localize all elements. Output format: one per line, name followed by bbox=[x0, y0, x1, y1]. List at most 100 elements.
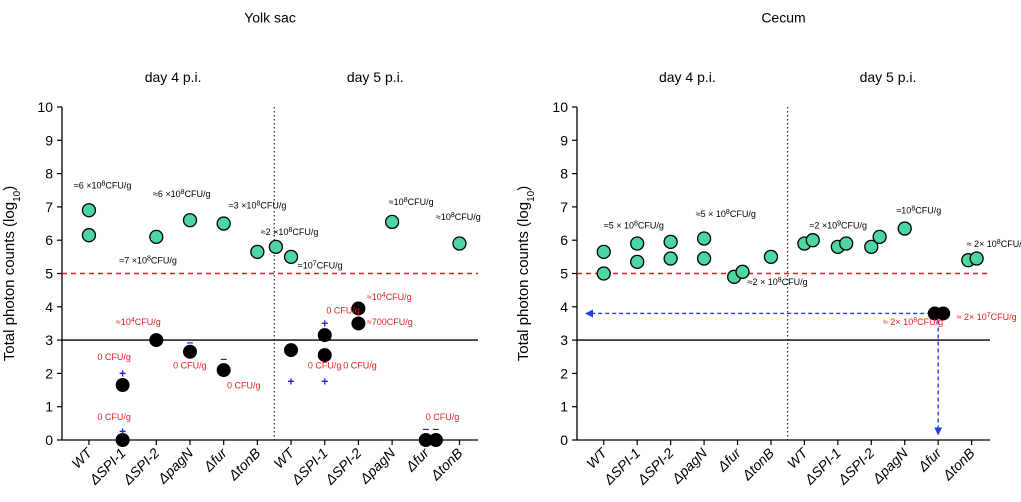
panel-title: Yolk sac bbox=[244, 9, 296, 25]
panel-cecum: Cecum day 4 p.i. day 5 p.i. 0 1 2 3 4 5 6 7 8 9 10 Tot… bbox=[515, 9, 1021, 488]
x-tick-label: WT bbox=[583, 444, 611, 472]
data-point-black bbox=[216, 363, 231, 378]
cfu-annotation: ≈108CFU/g bbox=[896, 205, 941, 216]
data-point-black bbox=[936, 306, 951, 321]
cfu-annotation: ≈5 × 108CFU/g bbox=[604, 220, 664, 231]
data-point-green bbox=[839, 236, 854, 251]
cfu-annotation: ≈6 ×108CFU/g bbox=[74, 180, 132, 191]
y-tick-label: 3 bbox=[45, 332, 53, 348]
x-tick-label: ΔpagN bbox=[668, 444, 711, 487]
sign-marker: + bbox=[288, 375, 295, 389]
data-point-black bbox=[149, 333, 164, 348]
y-tick-label: 5 bbox=[45, 266, 53, 282]
sign-marker: + bbox=[321, 375, 328, 389]
panel-title: Cecum bbox=[761, 9, 805, 25]
x-tick-label: ΔSPI-2 bbox=[321, 445, 365, 489]
cfu-annotation: 0 CFU/g bbox=[308, 360, 342, 370]
y-tick-label: 6 bbox=[45, 232, 53, 248]
x-tick-label: WT bbox=[270, 444, 298, 472]
y-tick-label: 10 bbox=[552, 99, 568, 115]
x-tick-label: ΔtonB bbox=[224, 445, 263, 484]
y-tick-label: 10 bbox=[37, 99, 53, 115]
sign-marker: – bbox=[220, 351, 227, 365]
cfu-annotation: 0 CFU/g bbox=[343, 360, 377, 370]
cfu-annotation: 0 CFU/g bbox=[97, 412, 131, 422]
cfu-annotation: ≈2 ×109CFU/g bbox=[809, 220, 867, 231]
y-tick-label: 4 bbox=[45, 299, 53, 315]
y-tick-label: 2 bbox=[560, 365, 568, 381]
cfu-annotation: 0 CFU/g bbox=[326, 305, 360, 315]
y-tick-label: 7 bbox=[45, 199, 53, 215]
cfu-annotation: ≈6 ×108CFU/g bbox=[153, 188, 211, 199]
data-point-green bbox=[864, 239, 879, 255]
data-point-black bbox=[115, 378, 130, 393]
x-tick-label: ΔpagN bbox=[356, 444, 399, 487]
x-tick-label: ΔSPI-2 bbox=[119, 445, 163, 489]
data-point-green bbox=[663, 251, 678, 266]
y-axis-label: Total photon counts (log10) bbox=[515, 186, 537, 361]
data-point-green bbox=[250, 244, 265, 260]
cfu-annotation: ≈700CFU/g bbox=[367, 317, 413, 327]
data-point-black bbox=[183, 344, 197, 359]
data-point-green bbox=[216, 216, 231, 231]
y-tick-label: 0 bbox=[560, 432, 568, 448]
x-tick-label: ΔSPI-1 bbox=[600, 445, 643, 488]
data-point-green bbox=[696, 231, 712, 246]
x-tick-label: ΔtonB bbox=[939, 445, 978, 484]
group-label: day 5 p.i. bbox=[860, 69, 917, 85]
data-point-black bbox=[317, 348, 332, 363]
x-tick-label: ΔSPI-1 bbox=[801, 445, 844, 488]
data-point-green bbox=[452, 236, 467, 251]
x-tick-label: ΔpagN bbox=[869, 444, 912, 487]
data-point-green bbox=[805, 233, 820, 248]
data-point-green bbox=[81, 228, 97, 243]
cfu-annotation: ≈2 × 108CFU/g bbox=[748, 277, 808, 288]
data-point-black bbox=[351, 301, 366, 316]
sign-marker: – bbox=[433, 421, 440, 435]
y-tick-label: 0 bbox=[45, 432, 53, 448]
data-point-green bbox=[735, 264, 750, 279]
y-tick-label: 2 bbox=[45, 365, 53, 381]
cfu-annotation: 0 CFU/g bbox=[227, 380, 261, 390]
y-tick-label: 4 bbox=[560, 299, 568, 315]
cfu-annotation: ≈108CFU/g bbox=[436, 212, 481, 223]
data-point-green bbox=[596, 266, 611, 281]
y-tick-label: 5 bbox=[560, 266, 568, 282]
y-tick-label: 6 bbox=[560, 232, 568, 248]
x-tick-label: ΔtonB bbox=[738, 445, 777, 484]
data-point-green bbox=[283, 249, 299, 265]
y-tick-label: 9 bbox=[560, 132, 568, 148]
cfu-annotation: ≈104CFU/g bbox=[116, 317, 161, 328]
y-tick-label: 9 bbox=[45, 132, 53, 148]
y-tick-label: 7 bbox=[560, 199, 568, 215]
cfu-annotation: 0 CFU/g bbox=[173, 360, 207, 370]
y-tick-label: 8 bbox=[45, 166, 53, 182]
cfu-annotation: ≈107CFU/g bbox=[298, 260, 343, 271]
x-tick-label: ΔSPI-1 bbox=[287, 445, 330, 488]
data-point-green bbox=[630, 236, 645, 251]
cfu-annotation: ≈2 ×108CFU/g bbox=[261, 227, 319, 238]
cfu-annotation: ≈5 × 108CFU/g bbox=[696, 208, 756, 219]
cfu-annotation: ≈ 2× 107CFU/g bbox=[957, 312, 1017, 323]
data-point-black bbox=[284, 343, 299, 358]
x-tick-label: ΔSPI-2 bbox=[834, 445, 878, 489]
cfu-annotation: ≈ 2× 108CFU/g bbox=[883, 317, 943, 328]
data-point-green bbox=[872, 229, 887, 245]
group-label: day 5 p.i. bbox=[347, 69, 404, 85]
cfu-annotation: 0 CFU/g bbox=[426, 412, 460, 422]
data-point-green bbox=[663, 234, 678, 250]
x-tick-label: WT bbox=[784, 444, 812, 472]
y-tick-label: 1 bbox=[560, 399, 568, 415]
y-tick-label: 8 bbox=[560, 166, 568, 182]
sign-marker: + bbox=[119, 366, 126, 380]
sign-marker: – bbox=[422, 421, 429, 435]
x-tick-label: ΔpagN bbox=[154, 444, 197, 487]
panel-yolk-sac: Yolk sac day 4 p.i. day 5 p.i. 0 1 2 3 4 5 6 7 8 9 10… bbox=[1, 9, 481, 488]
group-label: day 4 p.i. bbox=[659, 69, 716, 85]
y-tick-label: 3 bbox=[560, 332, 568, 348]
y-axis-label: Total photon counts (log10) bbox=[1, 186, 23, 361]
cfu-annotation: 0 CFU/g bbox=[97, 352, 131, 362]
x-tick-label: ΔSPI-2 bbox=[633, 445, 677, 489]
x-tick-label: WT bbox=[68, 444, 96, 472]
